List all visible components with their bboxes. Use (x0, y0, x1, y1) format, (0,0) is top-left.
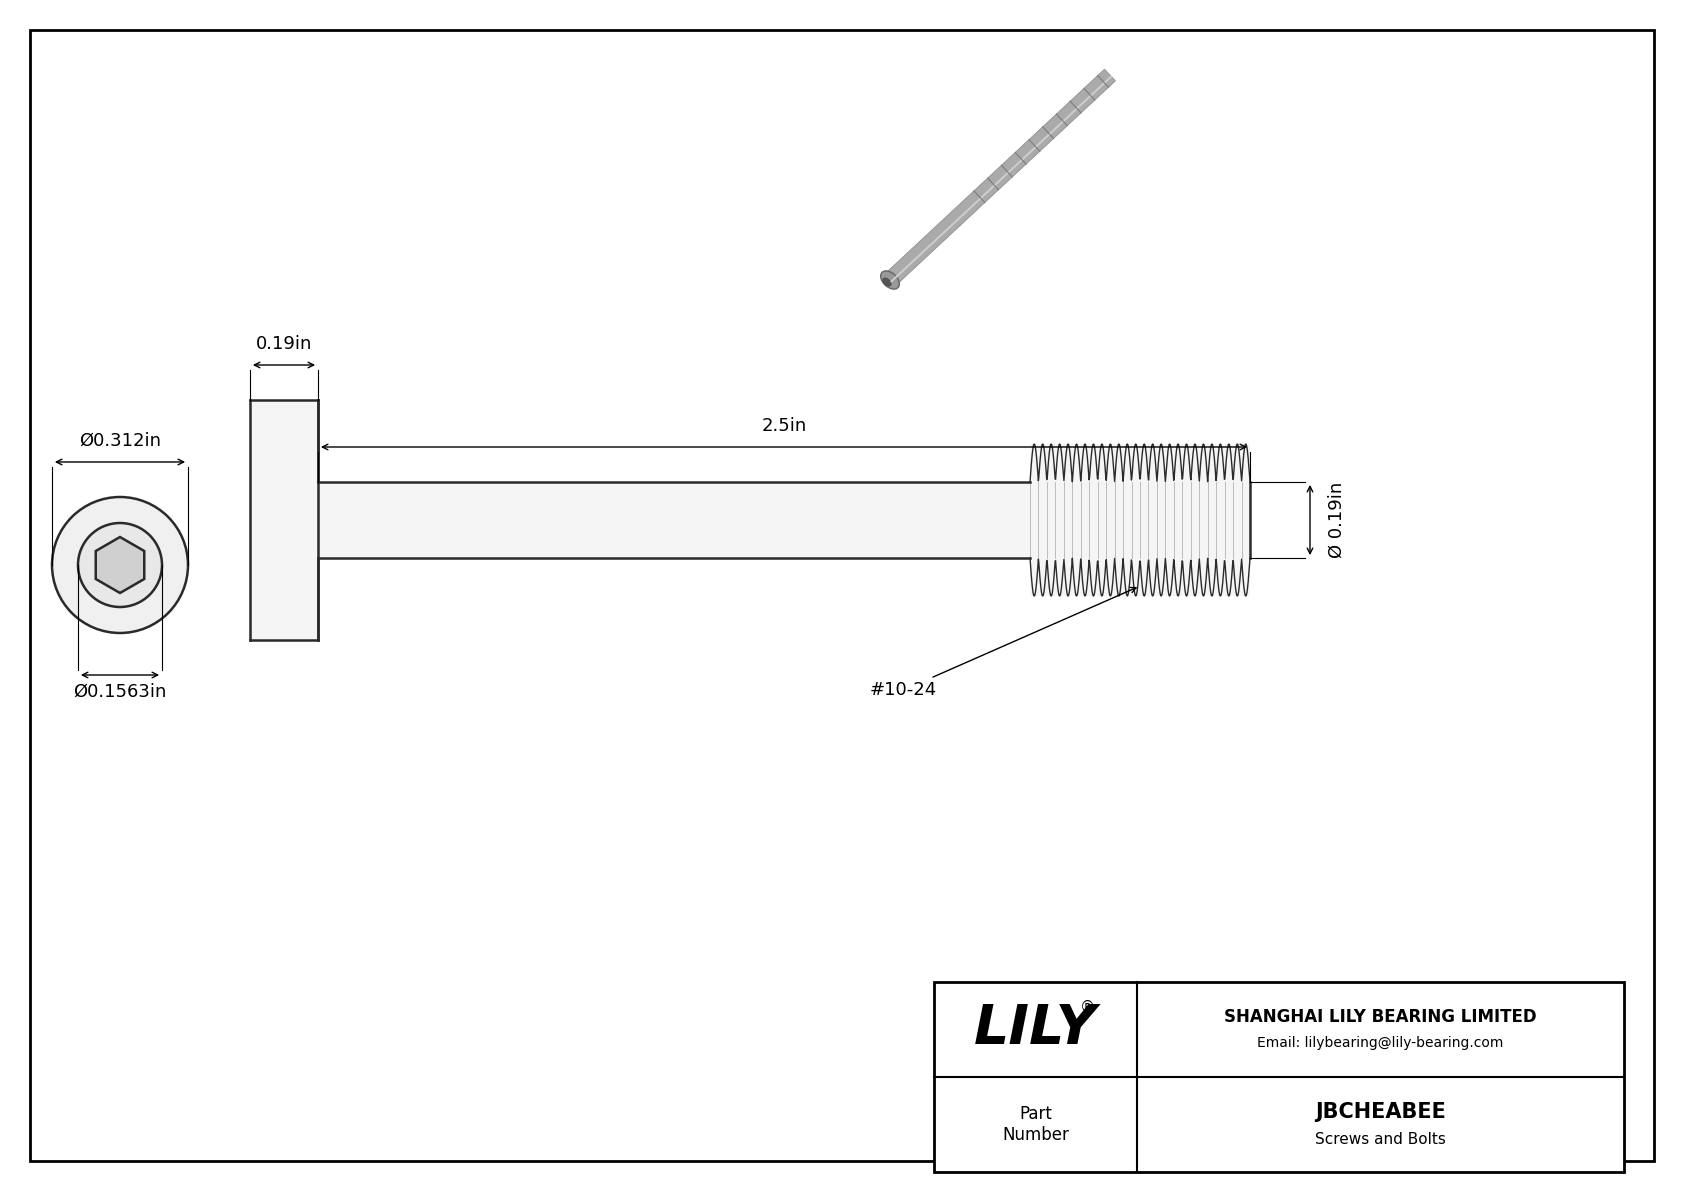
Ellipse shape (882, 278, 891, 286)
Text: Ø0.312in: Ø0.312in (79, 432, 162, 450)
Bar (935, 983, 1623, 1172)
Text: Email: lilybearing@lily-bearing.com: Email: lilybearing@lily-bearing.com (1258, 1036, 1504, 1050)
Text: Part
Number: Part Number (1002, 1105, 1069, 1143)
Ellipse shape (881, 270, 899, 289)
Text: 2.5in: 2.5in (761, 417, 807, 435)
Circle shape (52, 497, 189, 632)
Text: LILY: LILY (973, 1003, 1096, 1056)
Bar (249, 400, 318, 640)
Text: #10-24: #10-24 (871, 587, 1137, 699)
Text: Screws and Bolts: Screws and Bolts (1315, 1131, 1447, 1147)
Text: JBCHEABEE: JBCHEABEE (1315, 1102, 1447, 1122)
Text: 0.19in: 0.19in (256, 335, 312, 353)
Polygon shape (884, 69, 1115, 286)
Text: ®: ® (1079, 1000, 1095, 1015)
Polygon shape (96, 537, 145, 593)
Text: SHANGHAI LILY BEARING LIMITED: SHANGHAI LILY BEARING LIMITED (1224, 1008, 1537, 1025)
Circle shape (77, 523, 162, 607)
Text: Ø 0.19in: Ø 0.19in (1329, 482, 1346, 559)
Bar (318, 482, 1250, 559)
Bar (1031, 444, 1250, 596)
Text: Ø0.1563in: Ø0.1563in (74, 682, 167, 701)
